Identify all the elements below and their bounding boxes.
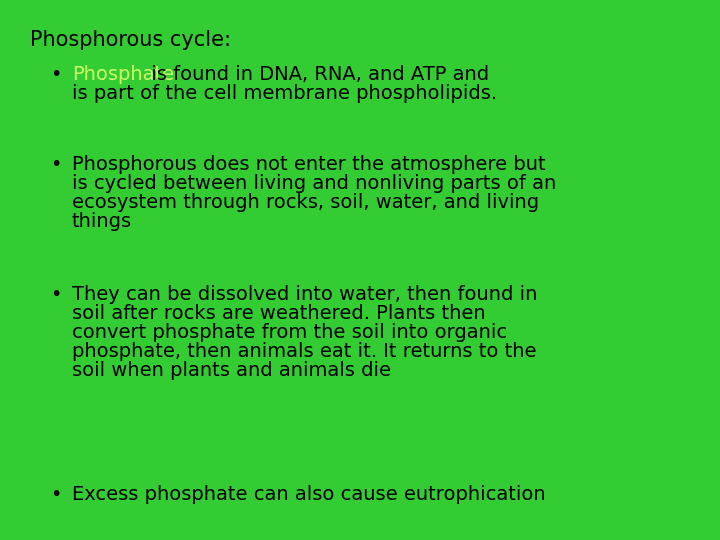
Text: things: things <box>72 212 132 231</box>
Text: is part of the cell membrane phospholipids.: is part of the cell membrane phospholipi… <box>72 84 497 103</box>
Text: soil after rocks are weathered. Plants then: soil after rocks are weathered. Plants t… <box>72 304 485 323</box>
Text: Phosphorous does not enter the atmosphere but: Phosphorous does not enter the atmospher… <box>72 155 546 174</box>
Text: soil when plants and animals die: soil when plants and animals die <box>72 361 391 380</box>
Text: •: • <box>50 155 61 174</box>
Text: is cycled between living and nonliving parts of an: is cycled between living and nonliving p… <box>72 174 557 193</box>
Text: •: • <box>50 65 61 84</box>
Text: •: • <box>50 285 61 304</box>
Text: convert phosphate from the soil into organic: convert phosphate from the soil into org… <box>72 323 507 342</box>
Text: Phosphorous cycle:: Phosphorous cycle: <box>30 30 231 50</box>
Text: •: • <box>50 485 61 504</box>
Text: is found in DNA, RNA, and ATP and: is found in DNA, RNA, and ATP and <box>145 65 489 84</box>
Text: They can be dissolved into water, then found in: They can be dissolved into water, then f… <box>72 285 537 304</box>
Text: phosphate, then animals eat it. It returns to the: phosphate, then animals eat it. It retur… <box>72 342 536 361</box>
Text: Excess phosphate can also cause eutrophication: Excess phosphate can also cause eutrophi… <box>72 485 546 504</box>
Text: Phosphate: Phosphate <box>72 65 174 84</box>
Text: ecosystem through rocks, soil, water, and living: ecosystem through rocks, soil, water, an… <box>72 193 539 212</box>
